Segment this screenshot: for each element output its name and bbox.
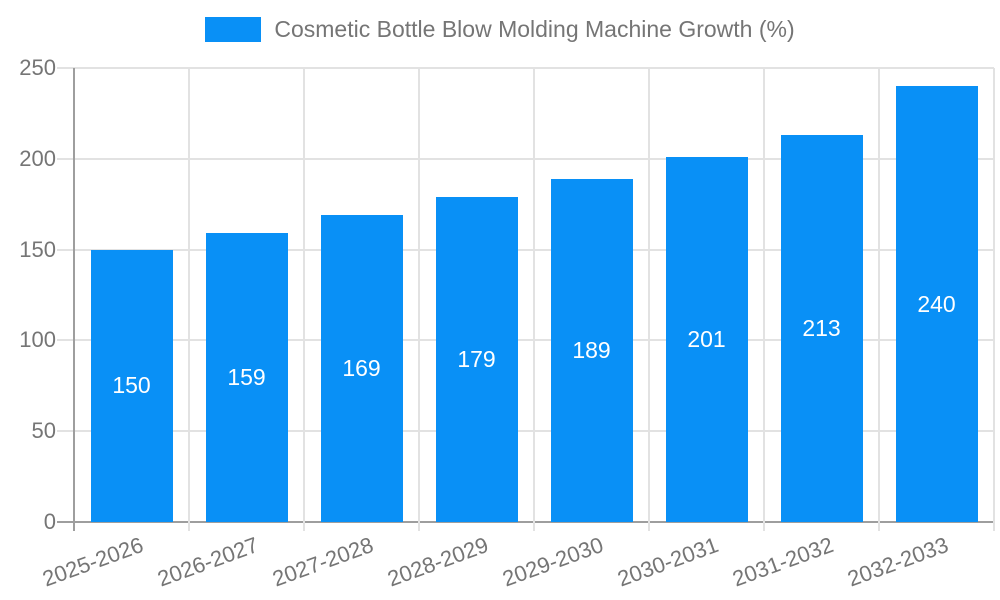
y-gridline bbox=[57, 430, 994, 433]
y-tick-label: 150 bbox=[19, 236, 56, 262]
x-gridline bbox=[303, 68, 305, 531]
y-gridline bbox=[57, 248, 994, 251]
x-gridline bbox=[993, 68, 995, 531]
bar[interactable]: 179 bbox=[435, 196, 518, 522]
x-gridline bbox=[533, 68, 535, 531]
y-axis-line bbox=[73, 68, 75, 531]
x-gridline bbox=[188, 68, 190, 531]
legend-swatch bbox=[205, 17, 262, 42]
y-gridline bbox=[57, 67, 994, 69]
x-gridline bbox=[878, 68, 880, 531]
bar-value-label: 213 bbox=[802, 315, 841, 342]
bar[interactable]: 159 bbox=[205, 233, 288, 522]
y-tick-label: 250 bbox=[19, 55, 56, 80]
bar-value-label: 201 bbox=[687, 325, 726, 352]
bar-value-label: 169 bbox=[342, 355, 381, 382]
bar[interactable]: 213 bbox=[780, 135, 863, 522]
x-gridline bbox=[648, 68, 650, 531]
x-gridline bbox=[418, 68, 420, 531]
y-tick-label: 50 bbox=[31, 418, 56, 444]
bar[interactable]: 240 bbox=[895, 86, 978, 522]
y-gridline bbox=[57, 339, 994, 342]
bar-value-label: 189 bbox=[572, 336, 611, 363]
bar-value-label: 150 bbox=[112, 372, 151, 399]
bar[interactable]: 201 bbox=[665, 156, 748, 522]
chart-legend: Cosmetic Bottle Blow Molding Machine Gro… bbox=[0, 16, 1000, 43]
legend-label: Cosmetic Bottle Blow Molding Machine Gro… bbox=[274, 16, 795, 42]
bar[interactable]: 189 bbox=[550, 178, 633, 522]
y-tick-label: 200 bbox=[19, 145, 56, 171]
bar-value-label: 179 bbox=[457, 345, 496, 372]
y-tick-label: 100 bbox=[19, 327, 56, 353]
bar-value-label: 240 bbox=[917, 290, 956, 317]
y-tick-label: 0 bbox=[43, 509, 56, 534]
bar-value-label: 159 bbox=[227, 364, 266, 391]
y-gridline bbox=[57, 157, 994, 160]
x-gridline bbox=[763, 68, 765, 531]
x-axis-baseline bbox=[57, 521, 994, 523]
bar[interactable]: 150 bbox=[90, 249, 173, 522]
bar[interactable]: 169 bbox=[320, 215, 403, 522]
